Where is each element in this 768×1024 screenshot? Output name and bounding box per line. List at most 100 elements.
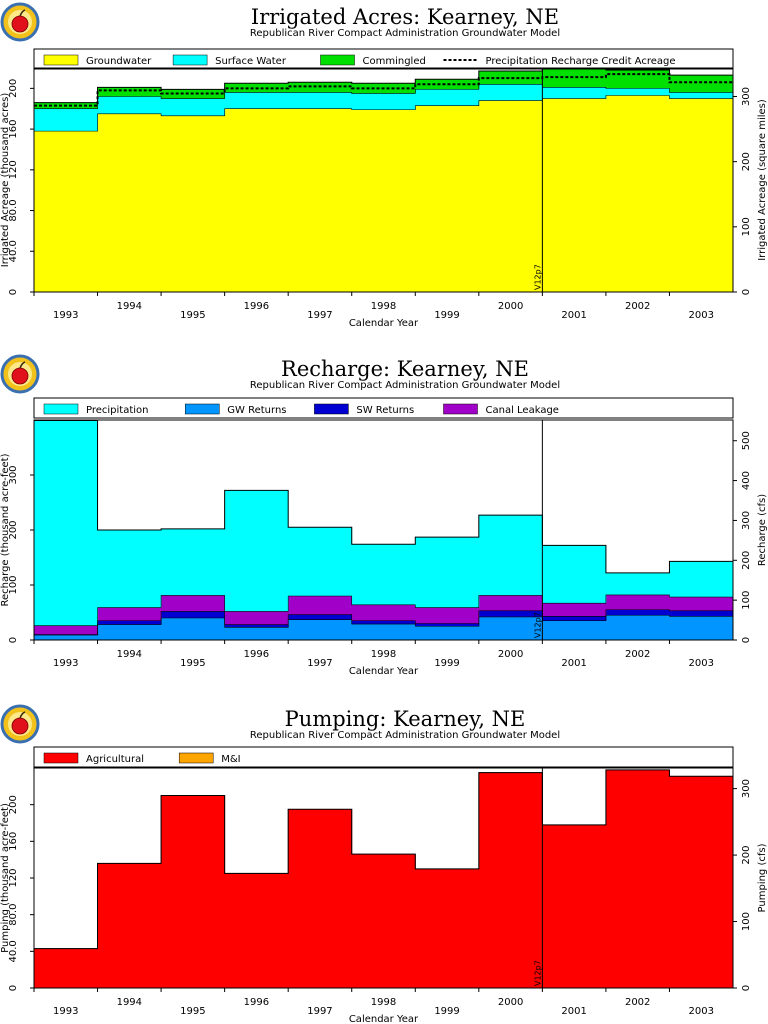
area-segment <box>288 809 353 988</box>
y-tick-label: 300 <box>8 465 19 484</box>
y-right-tick-label: 400 <box>741 471 752 490</box>
area-segment <box>605 615 670 640</box>
version-label: V12p7 <box>533 612 542 638</box>
series-boundary <box>34 594 733 626</box>
x-tick-label: 2000 <box>498 649 523 660</box>
series-boundary <box>34 609 733 635</box>
y-tick-label: 40.0 <box>8 240 19 262</box>
area-segment <box>97 863 162 988</box>
area-segment <box>288 527 353 596</box>
area-segment <box>669 776 734 988</box>
area-segment <box>161 618 226 640</box>
x-tick-label: 1998 <box>371 997 396 1008</box>
x-tick-label: 2001 <box>561 658 586 669</box>
x-tick-label: 2002 <box>625 301 650 312</box>
x-tick-label: 1993 <box>53 658 78 669</box>
x-tick-label: 2002 <box>625 649 650 660</box>
x-tick-label: 1995 <box>180 1006 205 1017</box>
area-segment <box>542 620 607 640</box>
y-tick-label: 160 <box>8 120 19 139</box>
x-tick-label: 1993 <box>53 310 78 321</box>
logo-apple <box>11 367 29 385</box>
legend-label: Precipitation Recharge Credit Acreage <box>486 56 676 67</box>
y-tick-label: 40.0 <box>8 940 19 962</box>
legend-label: Canal Leakage <box>486 405 559 416</box>
area-segment <box>224 873 289 988</box>
x-axis-label: Calendar Year <box>349 666 419 677</box>
x-axis-label: Calendar Year <box>349 318 419 329</box>
y-right-tick-label: 100 <box>741 217 752 236</box>
area-segment <box>415 105 480 292</box>
area-segment <box>415 623 480 627</box>
legend-label: Commingled <box>363 56 426 67</box>
area-segment <box>288 108 353 293</box>
version-label: V12p7 <box>533 264 542 290</box>
y-axis-label: Irrigated Acreage (thousand acres) <box>0 93 11 268</box>
area-segment <box>478 610 543 617</box>
y-right-tick-label: 0 <box>741 637 752 643</box>
area-segment <box>224 490 289 612</box>
area-segment <box>478 84 543 101</box>
area-segment <box>669 616 734 640</box>
area-segment <box>415 79 480 90</box>
area-segment <box>478 772 543 988</box>
chart-title: Recharge: Kearney, NE <box>281 357 529 381</box>
x-tick-label: 1998 <box>371 649 396 660</box>
y-tick-label: 0 <box>8 637 19 643</box>
y-right-axis-label: Irrigated Acreage (square miles) <box>757 99 768 261</box>
credit-acreage-line <box>34 73 733 107</box>
x-tick-label: 1995 <box>180 658 205 669</box>
y-tick-label: 0 <box>8 289 19 295</box>
legend-swatch <box>314 403 349 415</box>
area-segment <box>97 96 162 114</box>
area-segment <box>605 572 670 595</box>
area-segment <box>288 92 353 109</box>
area-segment <box>288 614 353 620</box>
series-boundary <box>34 83 733 110</box>
y-tick-label: 120 <box>8 160 19 179</box>
legend-swatch <box>185 403 220 415</box>
area-segment <box>669 75 734 93</box>
area-segment <box>34 625 99 635</box>
logo-apple <box>11 717 29 735</box>
area-segment <box>351 624 416 640</box>
x-tick-label: 2002 <box>625 997 650 1008</box>
area-segment <box>542 87 607 99</box>
area-segment <box>97 624 162 640</box>
series-boundary <box>34 614 733 636</box>
area-segment <box>97 607 162 621</box>
area-segment <box>478 616 543 640</box>
area-segment <box>34 108 99 132</box>
area-segment <box>97 620 162 625</box>
plot-frame <box>33 67 734 293</box>
x-tick-label: 2000 <box>498 301 523 312</box>
area-segment <box>478 100 543 292</box>
area-segment <box>351 544 416 605</box>
logo-stem <box>19 711 26 719</box>
area-segment <box>97 87 162 97</box>
y-right-tick-label: 100 <box>741 591 752 610</box>
x-tick-label: 1996 <box>244 301 269 312</box>
x-tick-label: 1997 <box>307 310 332 321</box>
x-tick-label: 2003 <box>689 310 714 321</box>
area-segment <box>34 635 99 640</box>
area-segment <box>351 93 416 110</box>
y-right-tick-label: 500 <box>741 431 752 450</box>
area-segment <box>161 528 226 596</box>
area-segment <box>415 626 480 640</box>
y-right-tick-label: 200 <box>741 551 752 570</box>
legend-label: Agricultural <box>86 754 144 765</box>
legend-swatch <box>43 54 79 66</box>
x-tick-label: 1998 <box>371 301 396 312</box>
area-segment <box>542 69 607 88</box>
y-right-tick-label: 300 <box>741 87 752 106</box>
x-tick-label: 1997 <box>307 1006 332 1017</box>
x-tick-label: 1993 <box>53 1006 78 1017</box>
legend-label: Precipitation <box>86 405 149 416</box>
legend-swatch <box>178 752 214 764</box>
legend-label: Surface Water <box>215 56 287 67</box>
area-segment <box>351 604 416 621</box>
area-segment <box>224 624 289 628</box>
x-tick-label: 2001 <box>561 310 586 321</box>
x-tick-label: 1994 <box>117 649 142 660</box>
